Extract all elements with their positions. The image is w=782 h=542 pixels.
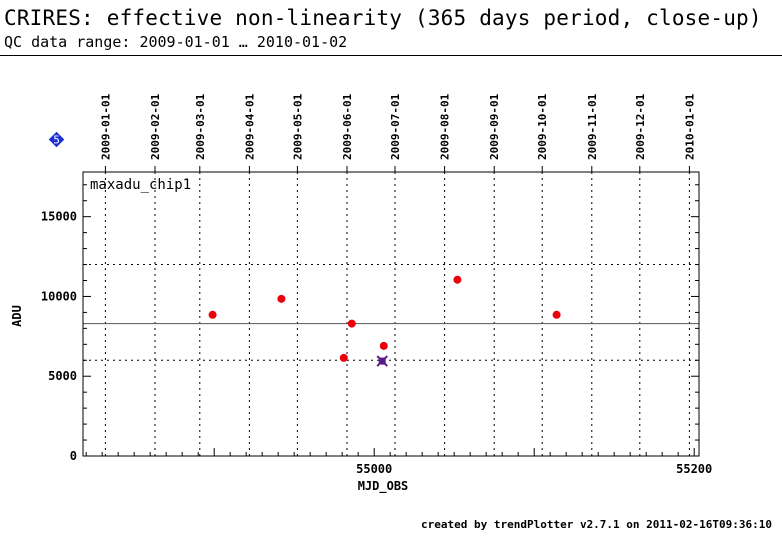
page-title: CRIRES: effective non-linearity (365 day… xyxy=(4,6,762,30)
top-date-label: 2009-02-01 xyxy=(149,93,162,160)
data-point xyxy=(453,275,462,284)
data-point-star xyxy=(376,355,388,367)
top-date-label: 2009-09-01 xyxy=(488,93,501,160)
top-date-label: 2009-03-01 xyxy=(194,93,207,160)
footer-credit: created by trendPlotter v2.7.1 on 2011-0… xyxy=(421,518,772,531)
y-tick-label: 5000 xyxy=(48,369,77,383)
top-date-label: 2009-11-01 xyxy=(586,93,599,160)
y-tick-label: 10000 xyxy=(41,289,77,303)
top-date-label: 2010-01-01 xyxy=(683,93,696,160)
badge-label: 5 xyxy=(53,134,60,147)
top-date-label: 2009-06-01 xyxy=(341,93,354,160)
y-axis-label: ADU xyxy=(10,305,24,327)
data-point xyxy=(552,310,561,319)
title-divider xyxy=(0,55,782,56)
y-tick-label: 15000 xyxy=(41,210,77,224)
plot-frame xyxy=(82,171,700,457)
badge-diamond xyxy=(48,131,65,148)
badge: 5 xyxy=(48,131,65,148)
y-tick-label: 0 xyxy=(70,449,77,463)
x-tick-label: 55000 xyxy=(356,462,392,476)
top-date-label: 2009-10-01 xyxy=(536,93,549,160)
data-point xyxy=(339,353,348,362)
star-stroke xyxy=(376,355,388,367)
top-date-label: 2009-07-01 xyxy=(389,93,402,160)
top-date-label: 2009-08-01 xyxy=(439,93,452,160)
top-date-label: 2009-05-01 xyxy=(291,93,304,160)
top-date-label: 2009-12-01 xyxy=(634,93,647,160)
x-tick-label: 55200 xyxy=(676,462,712,476)
panel-label: maxadu_chip1 xyxy=(90,177,191,193)
data-point xyxy=(208,310,217,319)
data-point xyxy=(277,294,286,303)
x-axis-label: MJD_OBS xyxy=(358,479,409,494)
data-point xyxy=(379,341,388,350)
top-date-label: 2009-01-01 xyxy=(99,93,112,160)
page-subtitle: QC data range: 2009-01-01 … 2010-01-02 xyxy=(4,33,348,51)
data-point xyxy=(347,319,356,328)
top-date-label: 2009-04-01 xyxy=(243,93,256,160)
